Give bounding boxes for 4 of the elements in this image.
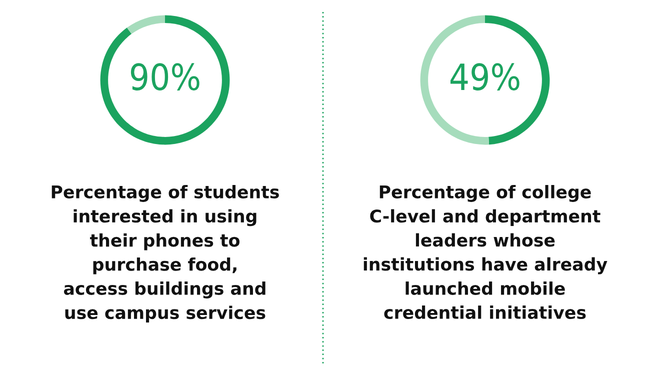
text: 90% xyxy=(130,63,200,90)
text: Percentage of students interested in using their phones to purchase food, access buildings and use campus services xyxy=(52,185,279,322)
text: 49% xyxy=(450,63,520,90)
text: Percentage of college C-level and department leaders whose institutions have already launched mobile credential initiatives xyxy=(364,185,608,319)
